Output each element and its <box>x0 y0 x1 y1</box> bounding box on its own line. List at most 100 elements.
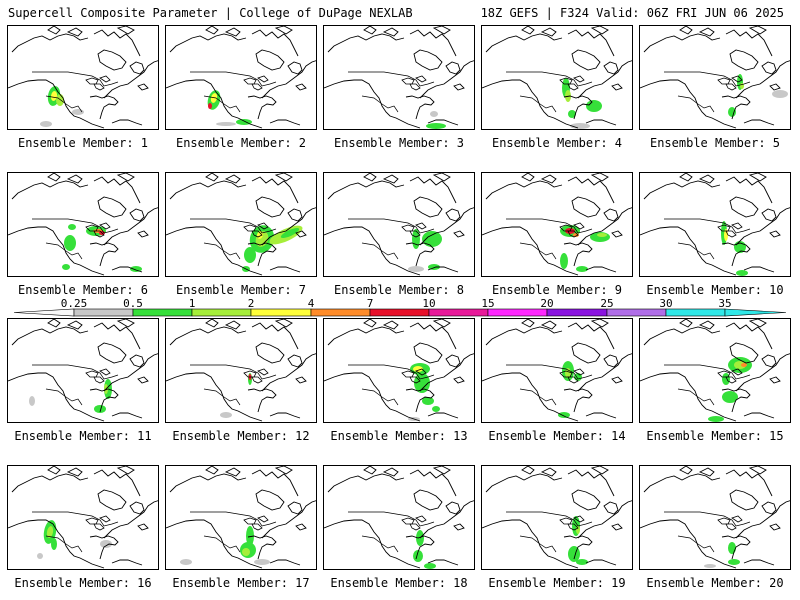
scp-map <box>8 26 158 129</box>
country-border <box>32 364 119 380</box>
coastline <box>255 196 285 218</box>
member-label: Ensemble Member: 8 <box>333 283 465 297</box>
scp-contour <box>37 553 43 559</box>
coastline <box>247 242 277 267</box>
scp-contour <box>220 412 232 418</box>
coastline <box>729 489 759 511</box>
member-label: Ensemble Member: 13 <box>330 429 468 443</box>
coastline <box>11 180 89 200</box>
great-lakes <box>573 222 585 230</box>
country-border <box>348 511 435 527</box>
coastline <box>11 326 89 346</box>
coastline <box>66 467 83 477</box>
ensemble-member-map <box>481 172 633 277</box>
scp-contour <box>40 121 52 127</box>
country-border <box>45 242 83 260</box>
coastline <box>571 489 601 511</box>
coastline <box>169 473 247 493</box>
country-border <box>45 388 83 406</box>
coastline <box>295 376 307 384</box>
coastline <box>409 469 457 497</box>
coastline <box>97 342 127 364</box>
coastline <box>743 412 775 419</box>
coastline <box>748 466 767 475</box>
scp-map <box>640 173 790 276</box>
scp-contour <box>64 235 76 251</box>
coastline <box>482 226 579 276</box>
coastline <box>679 466 693 475</box>
coastline <box>287 501 303 515</box>
scp-map <box>166 466 316 569</box>
scp-contour <box>412 229 420 249</box>
member-label: Ensemble Member: 9 <box>491 283 623 297</box>
scp-map <box>8 466 158 569</box>
great-lakes <box>567 230 579 238</box>
scp-contour <box>426 123 446 129</box>
coastline <box>453 230 465 238</box>
coastline <box>419 500 474 539</box>
coastline <box>585 266 617 273</box>
coastline <box>247 535 277 560</box>
coastline <box>97 489 127 511</box>
country-border <box>361 242 399 260</box>
scp-map <box>640 26 790 129</box>
coastline <box>295 83 307 91</box>
coastline <box>590 26 609 35</box>
coastline <box>698 174 715 184</box>
coastline <box>521 26 535 35</box>
great-lakes <box>573 515 585 523</box>
coastline <box>89 388 119 413</box>
great-lakes <box>415 368 427 376</box>
coastline <box>729 196 759 218</box>
coastline <box>324 372 421 422</box>
country-border <box>361 388 399 406</box>
ensemble-member-map <box>165 25 317 130</box>
coastline <box>521 319 535 328</box>
scp-contour <box>422 231 442 247</box>
member-label: Ensemble Member: 20 <box>646 576 784 590</box>
great-lakes <box>99 75 111 83</box>
great-lakes <box>725 376 737 384</box>
coastline <box>679 319 693 328</box>
coastline <box>567 176 615 204</box>
country-border <box>664 71 751 87</box>
coastline <box>413 489 443 511</box>
colorbar-segment <box>724 308 787 317</box>
scp-contour <box>576 526 580 534</box>
scp-contour <box>424 563 436 569</box>
great-lakes <box>725 230 737 238</box>
coastline <box>590 466 609 475</box>
coastline <box>603 501 619 515</box>
coastline <box>611 523 623 531</box>
scp-contour <box>100 540 112 548</box>
coastline <box>445 501 461 515</box>
great-lakes <box>243 224 257 232</box>
great-lakes <box>409 376 421 384</box>
scp-map <box>640 466 790 569</box>
ensemble-member-map <box>165 172 317 277</box>
member-label: Ensemble Member: 12 <box>172 429 310 443</box>
coastline <box>611 83 623 91</box>
great-lakes <box>573 75 585 83</box>
great-lakes <box>243 370 257 378</box>
scp-map <box>482 319 632 422</box>
coastline <box>8 226 105 276</box>
member-label: Ensemble Member: 19 <box>488 576 626 590</box>
coastline <box>453 523 465 531</box>
coastline <box>382 174 399 184</box>
great-lakes <box>251 523 263 531</box>
coastline <box>748 173 767 182</box>
scp-contour <box>242 548 250 556</box>
great-lakes <box>251 230 263 238</box>
scp-contour <box>29 396 35 406</box>
great-lakes <box>409 523 421 531</box>
scp-contour <box>246 526 254 546</box>
ensemble-member-map <box>639 318 791 423</box>
coastline <box>324 79 421 129</box>
ensemble-member-map <box>165 318 317 423</box>
scp-map <box>166 173 316 276</box>
coastline <box>166 79 263 129</box>
coastline <box>363 26 377 35</box>
coastline <box>251 29 299 57</box>
coastline <box>295 230 307 238</box>
